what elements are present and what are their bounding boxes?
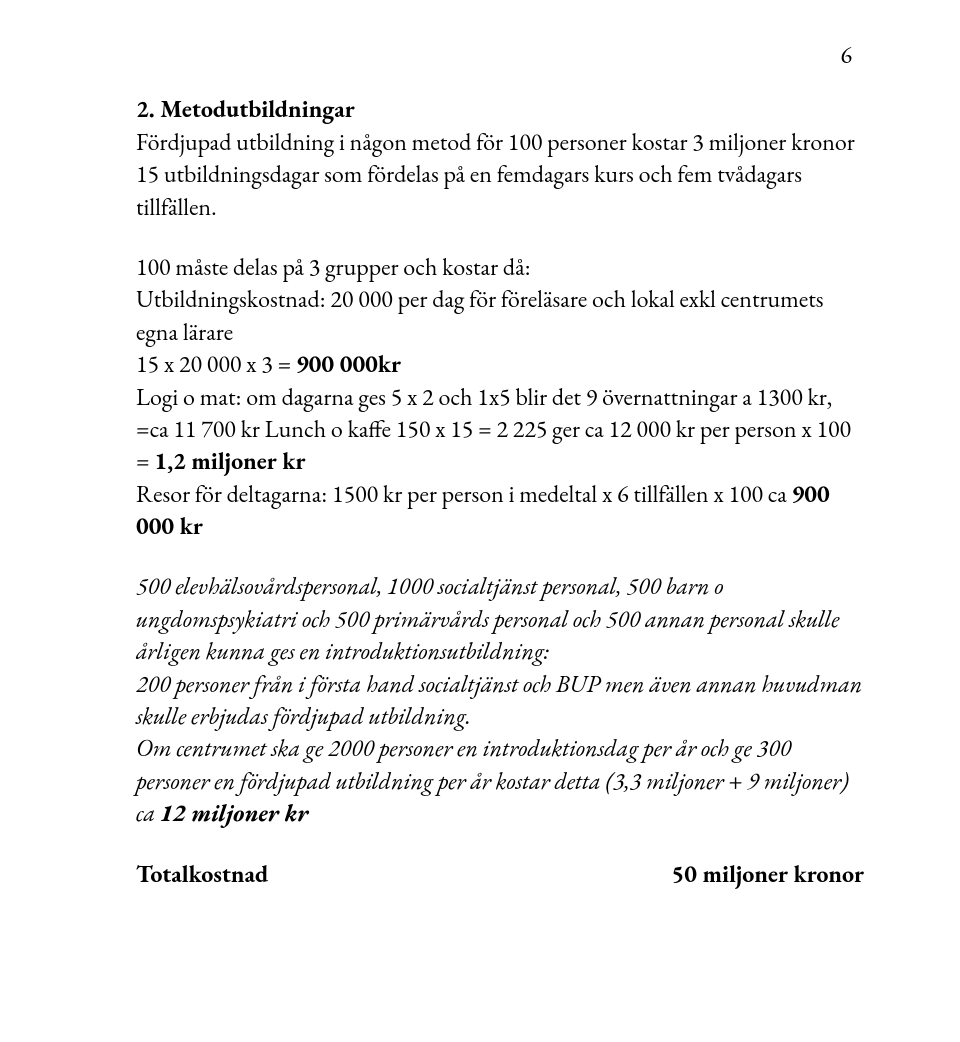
- page-number: 6: [136, 40, 864, 72]
- cost-line-1: 100 måste delas på 3 grupper och kostar …: [136, 252, 531, 283]
- cost-block: 100 måste delas på 3 grupper och kostar …: [136, 252, 864, 544]
- cost-line-3: 15 x 20 000 x 3 =: [136, 349, 296, 380]
- page-number-value: 6: [840, 40, 852, 71]
- intro-line-3: 15 utbildningsdagar som fördelas på en f…: [136, 159, 802, 222]
- intro-line-1: Fördjupad utbildning i någon metod för 1…: [136, 127, 855, 158]
- para2-text2: 200 personer från i första hand socialtj…: [136, 669, 862, 732]
- cost-line-2: Utbildningskostnad: 20 000 per dag för f…: [136, 284, 823, 347]
- cost-line-5: Resor för deltagarna: 1500 kr per person…: [136, 479, 792, 510]
- section-intro: 2. Metodutbildningar Fördjupad utbildnin…: [136, 94, 864, 224]
- total-value: 50 miljoner kronor: [672, 859, 864, 891]
- cost-line-3-bold: 900 000kr: [296, 349, 401, 380]
- section-heading: 2. Metodutbildningar: [136, 94, 355, 125]
- paragraph-2: 500 elevhälsovårdspersonal, 1000 socialt…: [136, 571, 864, 830]
- total-label: Totalkostnad: [136, 859, 268, 891]
- cost-line-4-bold: 1,2 miljoner kr: [154, 446, 305, 477]
- para2-text3-bold: 12 miljoner kr: [160, 798, 308, 829]
- para2-text1: 500 elevhälsovårdspersonal, 1000 socialt…: [136, 571, 839, 667]
- page: 6 2. Metodutbildningar Fördjupad utbildn…: [0, 0, 960, 1042]
- total-row: Totalkostnad 50 miljoner kronor: [136, 859, 864, 891]
